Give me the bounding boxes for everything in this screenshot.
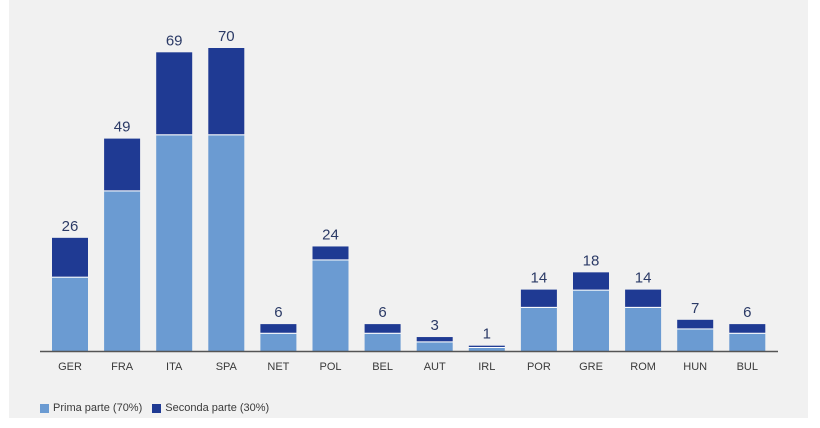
bar-seconda-aut: [416, 337, 453, 342]
total-label-bel: 6: [378, 304, 386, 321]
bar-separator-hun: [677, 328, 714, 330]
bar-separator-bul: [729, 332, 766, 334]
bar-seconda-net: [260, 324, 297, 333]
bar-prima-aut: [416, 342, 453, 351]
legend-label-prima: Prima parte (70%): [53, 402, 143, 414]
bar-prima-bul: [729, 333, 766, 351]
total-label-fra: 49: [114, 119, 131, 136]
bar-separator-fra: [104, 190, 141, 192]
x-tick-label-rom: ROM: [630, 361, 656, 373]
x-tick-label-pol: POL: [319, 361, 341, 373]
x-tick-label-net: NET: [267, 361, 289, 373]
total-label-aut: 3: [431, 317, 439, 334]
total-label-net: 6: [274, 304, 282, 321]
x-tick-label-bul: BUL: [737, 361, 758, 373]
x-tick-label-hun: HUN: [683, 361, 707, 373]
bar-prima-por: [520, 307, 557, 351]
total-label-rom: 14: [635, 270, 652, 287]
bar-separator-net: [260, 332, 297, 334]
legend-label-seconda: Seconda parte (30%): [165, 402, 270, 414]
x-tick-label-ita: ITA: [166, 361, 183, 373]
x-tick-label-bel: BEL: [372, 361, 393, 373]
legend-item-seconda: Seconda parte (30%): [152, 402, 269, 414]
bar-seconda-pol: [312, 246, 349, 260]
bar-seconda-bul: [729, 324, 766, 333]
bar-separator-por: [520, 306, 557, 308]
total-label-hun: 7: [691, 300, 699, 317]
bar-seconda-por: [520, 289, 557, 307]
bar-seconda-spa: [208, 48, 245, 135]
x-tick-label-por: POR: [527, 361, 551, 373]
total-label-spa: 70: [218, 28, 235, 45]
bar-seconda-fra: [104, 138, 141, 191]
x-tick-label-aut: AUT: [424, 361, 446, 373]
bar-prima-rom: [625, 307, 662, 351]
total-label-ita: 69: [166, 32, 183, 49]
total-label-ger: 26: [62, 218, 79, 235]
bar-prima-ger: [52, 277, 88, 351]
total-label-irl: 1: [483, 326, 491, 343]
bar-seconda-irl: [468, 345, 505, 347]
bar-separator-aut: [416, 341, 453, 343]
bar-prima-irl: [468, 347, 505, 351]
bar-separator-irl: [468, 346, 505, 348]
total-label-por: 14: [531, 270, 548, 287]
bar-separator-pol: [312, 259, 349, 261]
bar-prima-pol: [312, 260, 349, 351]
bar-seconda-hun: [677, 319, 714, 329]
bar-seconda-ita: [156, 52, 193, 135]
legend-swatch-prima: [40, 403, 49, 413]
total-label-gre: 18: [583, 252, 600, 269]
x-tick-label-spa: SPA: [216, 361, 238, 373]
legend: Prima parte (70%) Seconda parte (30%): [40, 402, 273, 414]
bar-separator-spa: [208, 134, 245, 136]
x-tick-label-irl: IRL: [478, 361, 495, 373]
bar-seconda-ger: [52, 237, 88, 277]
x-tick-label-gre: GRE: [579, 361, 603, 373]
legend-item-prima: Prima parte (70%): [40, 402, 142, 414]
bar-prima-fra: [104, 191, 141, 351]
bar-separator-ger: [52, 276, 88, 278]
x-tick-label-ger: GER: [58, 361, 82, 373]
bar-separator-bel: [364, 332, 401, 334]
x-tick-label-fra: FRA: [111, 361, 134, 373]
bar-prima-ita: [156, 135, 193, 351]
bar-prima-bel: [364, 333, 401, 351]
bar-separator-rom: [625, 306, 662, 308]
bar-seconda-rom: [625, 289, 662, 307]
bar-prima-spa: [208, 135, 245, 351]
bar-prima-gre: [573, 290, 609, 351]
total-label-pol: 24: [322, 226, 339, 243]
bar-prima-hun: [677, 329, 714, 351]
bar-prima-net: [260, 333, 297, 351]
total-label-bul: 6: [743, 304, 751, 321]
bar-seconda-bel: [364, 324, 401, 333]
bar-separator-ita: [156, 134, 193, 136]
bar-seconda-gre: [573, 272, 609, 290]
legend-swatch-seconda: [152, 403, 162, 413]
bar-separator-gre: [573, 289, 609, 291]
chart-panel: [9, 0, 808, 418]
